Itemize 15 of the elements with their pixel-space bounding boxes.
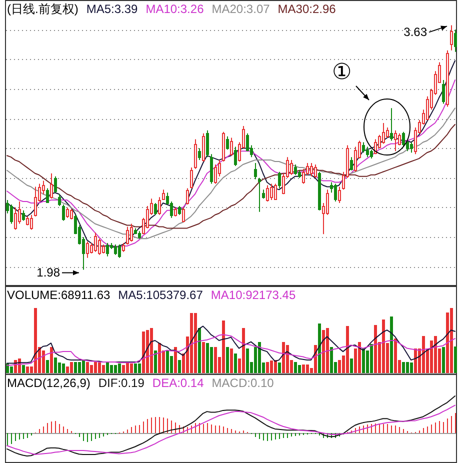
text: MA5:3.39 (86, 2, 138, 16)
annotation: 3.63 (404, 25, 428, 40)
text: MA10:92173.45 (210, 288, 296, 302)
text: MACD:0.10 (212, 376, 274, 390)
text: MA5:105379.67 (118, 288, 204, 302)
text: DEA:0.14 (152, 376, 204, 390)
annotation: ① (332, 60, 352, 85)
chart-title: (日线.前复权) (7, 2, 78, 16)
text: MA10:3.26 (146, 2, 204, 16)
text: DIF:0.19 (98, 376, 145, 390)
annotation: 1.98 (36, 266, 60, 280)
text: MA20:3.07 (212, 2, 270, 16)
text: MA30:2.96 (278, 2, 336, 16)
chart-title: MACD(12,26,9) (7, 376, 90, 390)
chart-title: VOLUME:68911.63 (7, 288, 110, 302)
